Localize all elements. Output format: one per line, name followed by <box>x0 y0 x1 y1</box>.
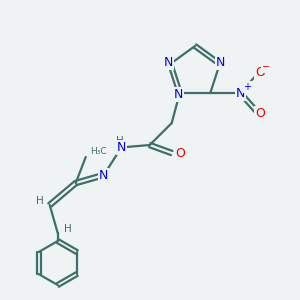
Text: H: H <box>116 136 124 146</box>
Text: O: O <box>175 146 185 160</box>
Text: N: N <box>99 169 108 182</box>
Text: −: − <box>262 62 270 72</box>
Text: H: H <box>64 224 72 234</box>
Text: O: O <box>255 106 265 119</box>
Text: N: N <box>236 86 245 100</box>
Text: +: + <box>243 82 251 92</box>
Text: O: O <box>255 65 265 79</box>
Text: H₃C: H₃C <box>90 146 106 155</box>
Text: N: N <box>117 140 126 154</box>
Text: N: N <box>174 88 183 100</box>
Text: N: N <box>164 56 173 70</box>
Text: H: H <box>36 196 43 206</box>
Text: N: N <box>216 56 225 70</box>
